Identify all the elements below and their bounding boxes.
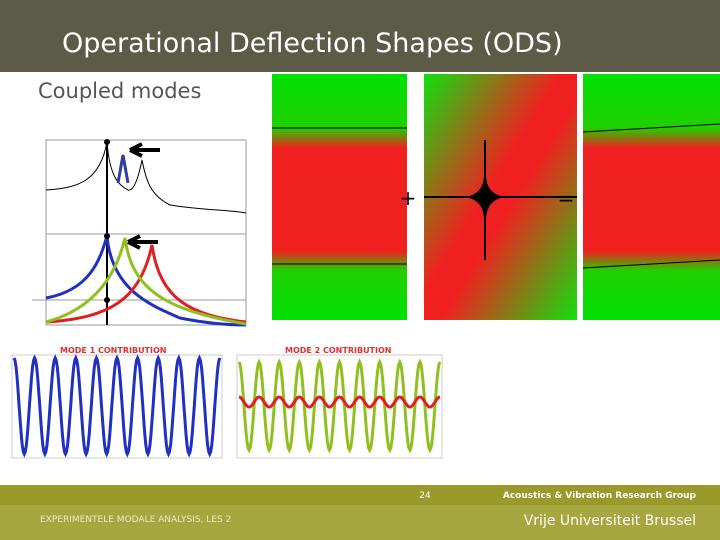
mode2-small-wave <box>238 395 441 409</box>
subtitle: Coupled modes <box>38 79 201 103</box>
frf-plot <box>32 139 247 327</box>
page-number: 24 <box>419 491 431 501</box>
equals-sign: = <box>558 186 575 210</box>
mode2-label: MODE 2 CONTRIBUTION <box>285 346 392 355</box>
title: Operational Deflection Shapes (ODS) <box>62 28 563 59</box>
mode2-wave <box>237 358 442 454</box>
footer-band <box>0 505 720 540</box>
university-name: Vrije Universiteit Brussel <box>524 513 696 529</box>
nodal-line <box>582 259 720 269</box>
mode1-wave <box>12 354 222 458</box>
nodal-cross <box>424 140 577 260</box>
nodal-line <box>582 123 720 133</box>
group-name: Acoustics & Vibration Research Group <box>503 491 697 501</box>
mode-shape-1 <box>272 74 407 320</box>
plus-sign: + <box>400 186 417 210</box>
combined-shape <box>583 74 720 320</box>
header-bar <box>0 0 720 72</box>
wave-box-2 <box>236 354 443 459</box>
course-name: EXPERIMENTELE MODALE ANALYSIS, LES 2 <box>40 515 231 525</box>
mode1-label: MODE 1 CONTRIBUTION <box>60 346 167 355</box>
